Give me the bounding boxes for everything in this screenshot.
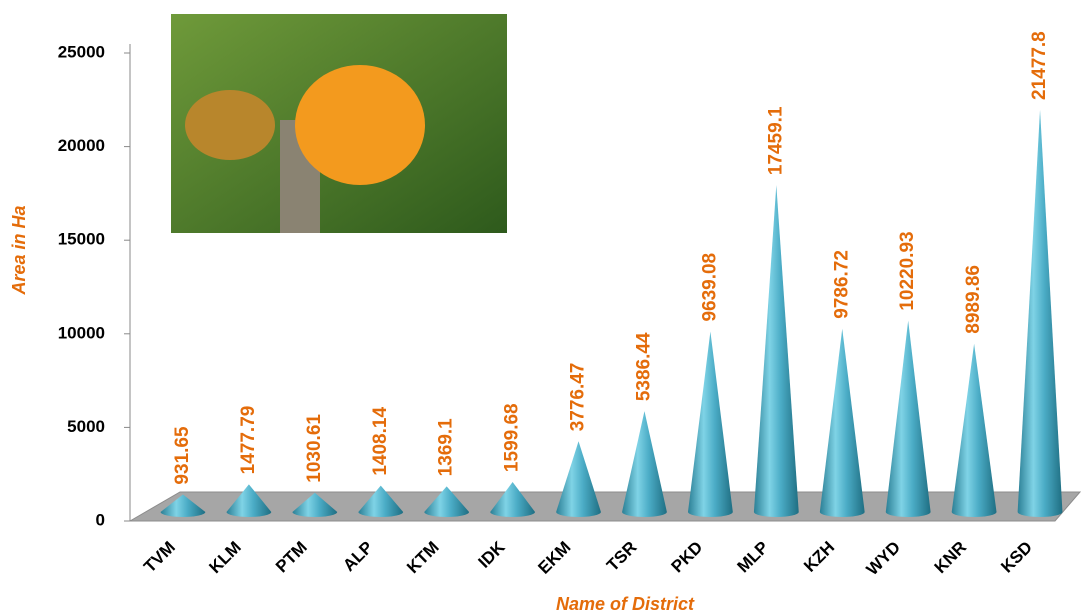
y-tick-label: 10000 xyxy=(58,323,105,342)
x-tick-label: KTM xyxy=(403,538,442,577)
data-label: 1369.1 xyxy=(436,418,457,477)
x-tick-label: KNR xyxy=(931,538,970,577)
x-tick-label: MLP xyxy=(734,538,773,577)
cone xyxy=(754,185,799,517)
data-label: 10220.93 xyxy=(897,231,918,310)
y-tick-label: 15000 xyxy=(58,230,105,249)
data-label: 9639.08 xyxy=(699,253,720,322)
data-label: 1408.14 xyxy=(370,407,391,476)
floor xyxy=(130,492,1080,521)
data-label: 17459.1 xyxy=(765,106,786,175)
y-tick-label: 5000 xyxy=(67,417,105,436)
cone xyxy=(886,321,931,517)
data-label: 5386.44 xyxy=(633,332,654,401)
x-tick-label: PTM xyxy=(272,538,311,577)
x-tick-label: TVM xyxy=(140,538,179,577)
cone xyxy=(820,329,865,517)
data-label: 21477.8 xyxy=(1029,31,1050,100)
y-tick-label: 25000 xyxy=(58,42,105,61)
x-tick-label: TSR xyxy=(603,538,640,575)
chart: Area in Ha Name of District 0 5000 10000 15… xyxy=(0,0,1081,616)
x-tick-label: WYD xyxy=(863,538,904,579)
x-tick-label: KLM xyxy=(205,538,244,577)
data-label: 1030.61 xyxy=(304,414,325,483)
data-label: 8989.86 xyxy=(963,265,984,334)
photo xyxy=(171,14,507,233)
y-tick-label: 20000 xyxy=(58,136,105,155)
data-label: 1477.79 xyxy=(238,406,259,475)
x-tick-label: IDK xyxy=(474,537,509,572)
y-axis-label: Area in Ha xyxy=(9,205,29,295)
cone xyxy=(622,411,667,517)
x-axis-label: Name of District xyxy=(556,594,695,614)
data-label: 1599.68 xyxy=(502,403,523,472)
data-label: 3776.47 xyxy=(568,363,589,432)
x-tick-label: KSD xyxy=(997,538,1036,577)
x-tick-label: ALP xyxy=(339,538,376,575)
x-tick-label: EKM xyxy=(534,538,574,578)
cone xyxy=(556,441,601,517)
y-tick-label: 0 xyxy=(96,510,105,529)
x-tick-label: KZH xyxy=(800,538,838,576)
cone xyxy=(1018,110,1063,517)
data-label: 9786.72 xyxy=(831,250,852,319)
cone xyxy=(952,344,997,517)
x-tick-label: PKD xyxy=(668,538,707,577)
cone xyxy=(688,332,733,517)
data-label: 931.65 xyxy=(172,426,193,485)
